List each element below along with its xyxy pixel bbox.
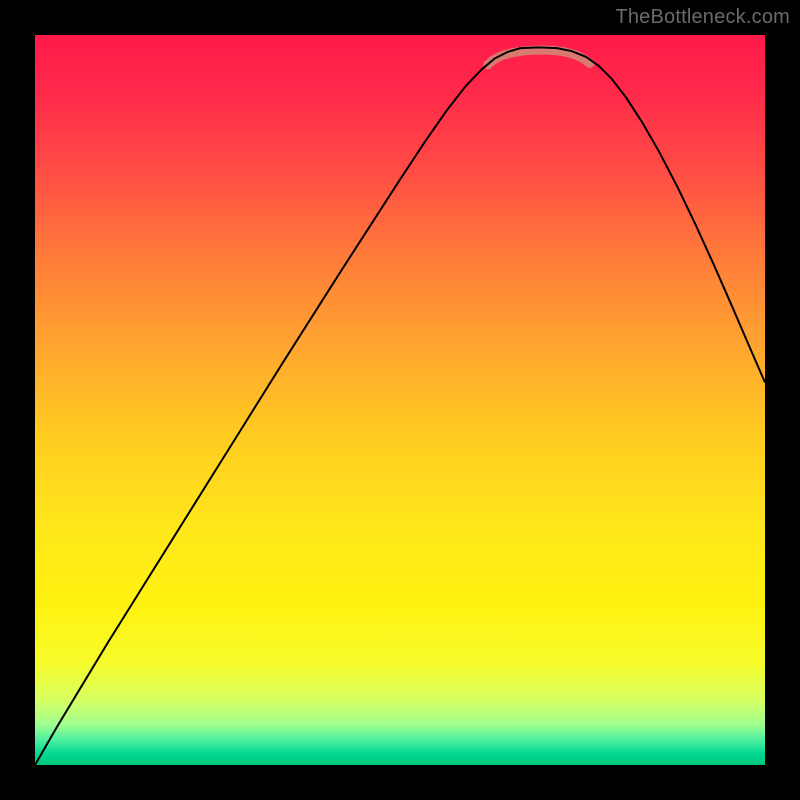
curve-layer <box>35 35 765 765</box>
bottleneck-curve <box>35 47 765 765</box>
chart-canvas: TheBottleneck.com <box>0 0 800 800</box>
plot-area <box>35 35 765 765</box>
watermark-text: TheBottleneck.com <box>615 6 790 29</box>
